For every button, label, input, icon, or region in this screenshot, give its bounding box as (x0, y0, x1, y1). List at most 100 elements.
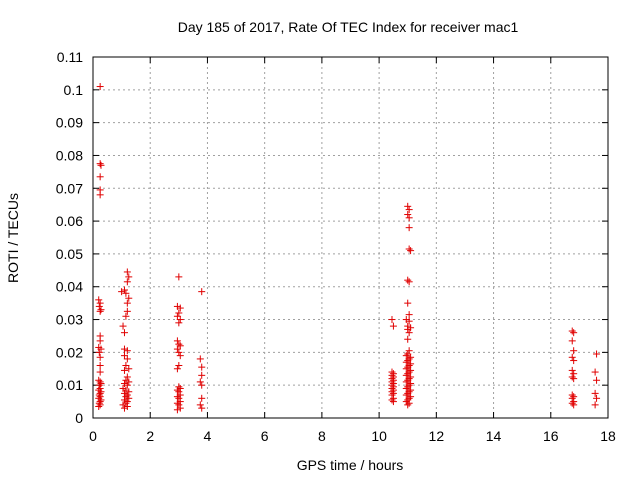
data-point (568, 353, 576, 361)
data-point (196, 355, 204, 363)
data-point (405, 388, 413, 396)
x-tick-label: 6 (261, 428, 269, 444)
data-point (570, 401, 578, 409)
data-point (175, 401, 183, 409)
data-point (123, 355, 131, 363)
x-tick-label: 16 (543, 428, 559, 444)
data-point (173, 399, 181, 407)
data-point (118, 288, 126, 296)
data-point (97, 161, 105, 169)
data-point (568, 327, 576, 335)
y-tick-label: 0.05 (56, 246, 83, 262)
x-axis-label: GPS time / hours (297, 457, 404, 473)
data-point (119, 401, 127, 409)
data-point (198, 404, 206, 412)
data-point (593, 394, 601, 402)
data-point (591, 389, 599, 397)
data-point (570, 329, 578, 337)
data-point (173, 386, 181, 394)
data-point (176, 352, 184, 360)
data-point (402, 391, 410, 399)
y-tick-label: 0.03 (56, 312, 83, 328)
data-point (176, 384, 184, 392)
data-point (404, 325, 412, 333)
data-point (568, 337, 576, 345)
data-point (404, 401, 412, 409)
y-tick-label: 0.01 (56, 377, 83, 393)
data-point (405, 347, 413, 355)
data-point (125, 273, 133, 281)
data-point (196, 378, 204, 386)
data-point (96, 378, 104, 386)
data-point (404, 299, 412, 307)
data-point (96, 401, 104, 409)
data-point (198, 371, 206, 379)
data-point (97, 396, 105, 404)
data-point (405, 214, 413, 222)
data-point (96, 299, 104, 307)
data-point (96, 191, 104, 199)
data-point (405, 245, 413, 253)
data-point (123, 268, 131, 276)
data-point (122, 312, 130, 320)
data-point (404, 350, 412, 358)
data-point (407, 324, 415, 332)
chart-title: Day 185 of 2017, Rate Of TEC Index for r… (178, 19, 519, 35)
data-point (175, 273, 183, 281)
data-point (405, 375, 413, 383)
y-tick-label: 0.1 (64, 82, 84, 98)
data-point (96, 368, 104, 376)
data-point (123, 373, 131, 381)
data-point (173, 393, 181, 401)
data-point (402, 384, 410, 392)
data-point (402, 371, 410, 379)
x-tick-label: 2 (146, 428, 154, 444)
data-point (176, 398, 184, 406)
x-tick-label: 0 (89, 428, 97, 444)
x-tick-label: 18 (600, 428, 616, 444)
data-point (175, 319, 183, 327)
data-point (95, 391, 103, 399)
data-point (173, 365, 181, 373)
data-point (122, 361, 130, 369)
data-point (96, 83, 104, 91)
data-point (125, 294, 133, 302)
data-point (570, 347, 578, 355)
data-point (173, 312, 181, 320)
data-point (173, 345, 181, 353)
grid-lines (93, 57, 608, 418)
data-point (405, 399, 413, 407)
data-point (568, 399, 576, 407)
data-point (176, 304, 184, 312)
x-tick-label: 12 (429, 428, 445, 444)
data-point (198, 394, 206, 402)
data-point (123, 307, 131, 315)
y-tick-label: 0 (75, 410, 83, 426)
data-point (119, 322, 127, 330)
data-point (402, 352, 410, 360)
data-point (95, 381, 103, 389)
data-point (404, 376, 412, 384)
plot-frame (92, 56, 609, 419)
data-point (176, 342, 184, 350)
data-point (407, 380, 415, 388)
data-point (405, 311, 413, 319)
data-point (591, 401, 599, 409)
data-point (198, 363, 206, 371)
data-point (123, 347, 131, 355)
data-point (405, 224, 413, 232)
data-point (123, 299, 131, 307)
data-point (175, 340, 183, 348)
data-point (389, 398, 397, 406)
data-point (97, 380, 105, 388)
x-tick-label: 14 (486, 428, 502, 444)
data-point (95, 348, 103, 356)
data-point (125, 388, 133, 396)
data-point (404, 276, 412, 284)
data-point (405, 368, 413, 376)
x-tick-label: 10 (371, 428, 387, 444)
data-point (404, 211, 412, 219)
data-point (97, 306, 105, 314)
data-point (407, 386, 415, 394)
data-point (175, 394, 183, 402)
